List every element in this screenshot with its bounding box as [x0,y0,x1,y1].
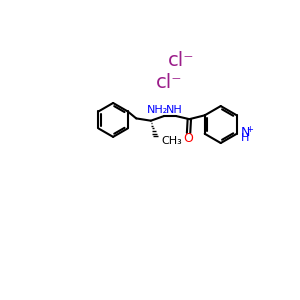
Text: NH₂: NH₂ [147,105,168,115]
Text: cl⁻: cl⁻ [167,51,194,70]
Text: NH: NH [166,105,183,115]
Text: cl⁻: cl⁻ [156,73,182,92]
Text: N: N [241,126,250,139]
Text: +: + [246,125,253,134]
Text: CH₃: CH₃ [162,136,182,146]
Text: O: O [184,132,194,145]
Text: H: H [241,134,249,143]
